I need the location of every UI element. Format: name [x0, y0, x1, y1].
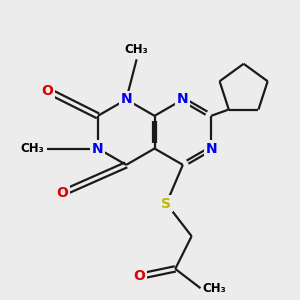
Text: CH₃: CH₃ [125, 43, 148, 56]
Text: N: N [206, 142, 217, 155]
Text: O: O [41, 84, 53, 98]
Text: N: N [177, 92, 189, 106]
Text: O: O [56, 186, 68, 200]
Text: O: O [134, 269, 146, 283]
Text: N: N [120, 92, 132, 106]
Text: CH₃: CH₃ [21, 142, 44, 155]
Text: CH₃: CH₃ [202, 282, 226, 295]
Text: S: S [161, 196, 171, 211]
Text: N: N [92, 142, 104, 155]
